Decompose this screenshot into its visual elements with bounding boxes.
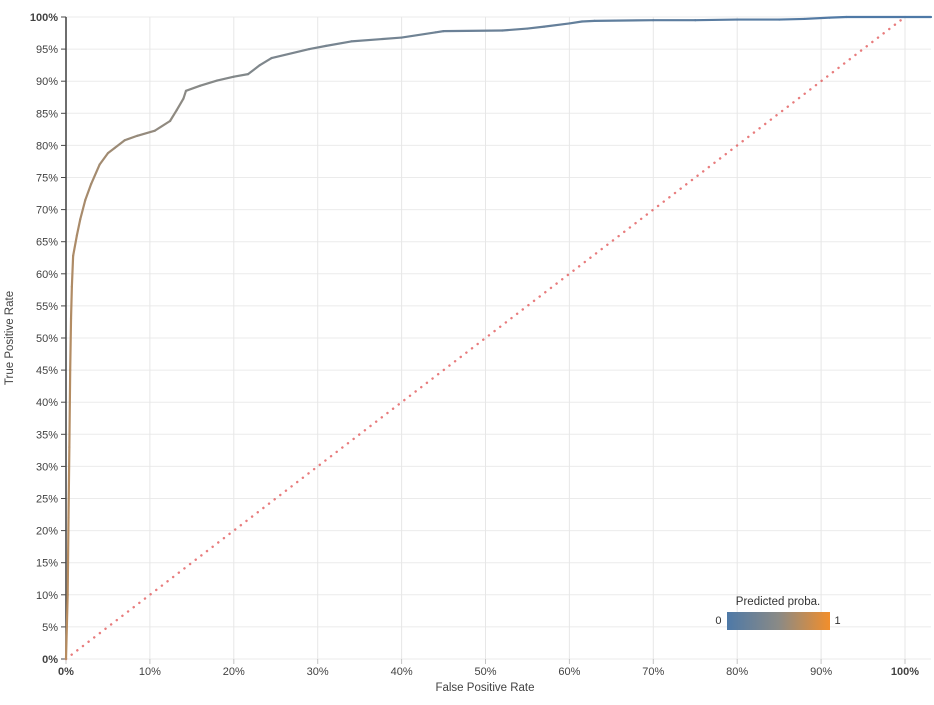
svg-text:80%: 80% xyxy=(36,140,58,152)
svg-text:60%: 60% xyxy=(558,666,580,678)
svg-text:0%: 0% xyxy=(42,654,58,666)
svg-text:30%: 30% xyxy=(307,666,329,678)
svg-text:15%: 15% xyxy=(36,558,58,570)
svg-text:5%: 5% xyxy=(42,622,58,634)
svg-text:75%: 75% xyxy=(36,173,58,185)
svg-text:85%: 85% xyxy=(36,108,58,120)
svg-text:10%: 10% xyxy=(139,666,161,678)
svg-text:100%: 100% xyxy=(891,666,919,678)
legend-min-label: 0 xyxy=(715,615,722,627)
tick-labels: 0%5%10%15%20%25%30%35%40%45%50%55%60%65%… xyxy=(30,12,919,678)
svg-text:35%: 35% xyxy=(36,429,58,441)
y-axis-title: True Positive Rate xyxy=(4,291,16,385)
svg-text:55%: 55% xyxy=(36,301,58,313)
svg-text:70%: 70% xyxy=(36,205,58,217)
svg-text:50%: 50% xyxy=(474,666,496,678)
legend-title: Predicted proba. xyxy=(735,596,821,608)
random-classifier-diagonal xyxy=(64,15,907,661)
roc-curve-line xyxy=(64,15,933,661)
svg-text:45%: 45% xyxy=(36,365,58,377)
svg-text:70%: 70% xyxy=(642,666,664,678)
legend-gradient-bar xyxy=(726,612,830,630)
svg-text:50%: 50% xyxy=(36,333,58,345)
svg-text:80%: 80% xyxy=(726,666,748,678)
svg-text:20%: 20% xyxy=(36,526,58,538)
svg-text:60%: 60% xyxy=(36,269,58,281)
gridlines xyxy=(66,16,931,660)
axes xyxy=(61,16,906,664)
svg-text:90%: 90% xyxy=(36,76,58,88)
svg-text:40%: 40% xyxy=(36,397,58,409)
svg-text:90%: 90% xyxy=(810,666,832,678)
svg-text:65%: 65% xyxy=(36,237,58,249)
x-axis-title: False Positive Rate xyxy=(435,682,534,694)
svg-text:95%: 95% xyxy=(36,44,58,56)
svg-text:100%: 100% xyxy=(30,12,58,24)
svg-text:10%: 10% xyxy=(36,590,58,602)
legend-max-label: 1 xyxy=(834,615,841,627)
svg-text:40%: 40% xyxy=(391,666,413,678)
color-legend: Predicted proba. 0 1 xyxy=(712,596,844,630)
svg-text:30%: 30% xyxy=(36,461,58,473)
svg-text:0%: 0% xyxy=(58,666,74,678)
svg-text:20%: 20% xyxy=(223,666,245,678)
svg-text:25%: 25% xyxy=(36,494,58,506)
